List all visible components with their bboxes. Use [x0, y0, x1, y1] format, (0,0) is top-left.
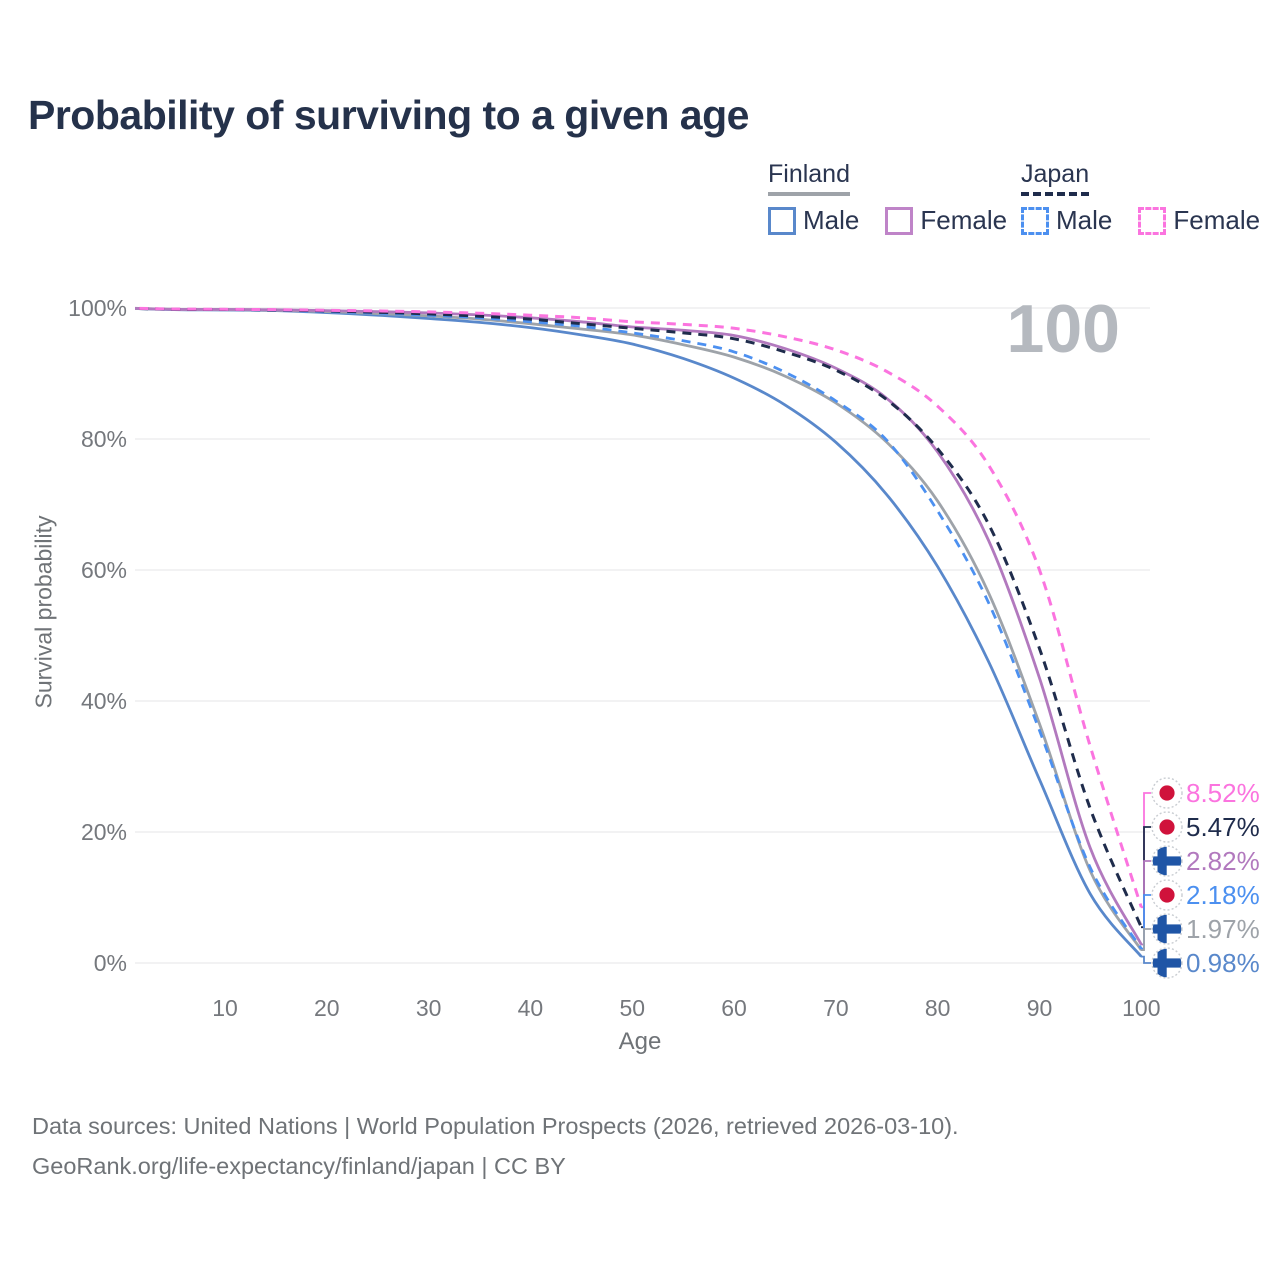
- end-value-label: 2.82%: [1186, 846, 1260, 876]
- legend-row-japan: Male Female: [1021, 205, 1260, 236]
- x-axis-title: Age: [618, 1028, 662, 1055]
- japan-flag-icon: [1151, 811, 1183, 843]
- y-tick-label: 20%: [81, 819, 127, 845]
- x-tick-label: 50: [619, 995, 645, 1021]
- x-tick-label: 90: [1027, 995, 1053, 1021]
- series-line-japan-male: [135, 306, 1143, 950]
- x-tick-label: 10: [212, 995, 238, 1021]
- legend-item-label: Male: [1056, 205, 1113, 235]
- legend-item-label: Female: [1173, 205, 1261, 235]
- series-line-japan-female: [135, 306, 1143, 908]
- legend-item-japan-female[interactable]: Female: [1138, 205, 1260, 236]
- end-labels: 8.52% 5.47% 2.82% 2.18% 1.97% 0.98%: [1151, 777, 1260, 979]
- footer-attribution: GeoRank.org/life-expectancy/finland/japa…: [32, 1153, 566, 1179]
- x-tick-label: 40: [518, 995, 544, 1021]
- legend-group-japan: Japan Male Female: [1021, 160, 1260, 236]
- finland-flag-icon: [1151, 845, 1183, 877]
- end-value-label: 2.18%: [1186, 880, 1260, 910]
- finland-flag-icon: [1151, 947, 1183, 979]
- legend-row-finland: Male Female: [768, 205, 1007, 236]
- footer-data-sources: Data sources: United Nations | World Pop…: [32, 1113, 959, 1139]
- end-connector: [1141, 894, 1151, 950]
- y-tick-label: 0%: [94, 950, 127, 976]
- x-tick-label: 20: [314, 995, 340, 1021]
- end-connector: [1141, 928, 1151, 951]
- finland-male-swatch-icon: [768, 206, 796, 235]
- legend-item-japan-male[interactable]: Male: [1021, 205, 1112, 236]
- end-label-connectors: [1141, 792, 1151, 964]
- x-tick-label: 100: [1122, 995, 1160, 1021]
- legend-group-finland: Finland Male Female: [768, 160, 1007, 236]
- series-line-finland-female: [135, 306, 1143, 946]
- end-connector: [1141, 955, 1151, 964]
- y-tick-label: 100%: [68, 295, 127, 321]
- legend-item-label: Female: [920, 205, 1008, 235]
- x-tick-labels: 10 20 30 40 50 60 70 80 90 100: [212, 995, 1160, 1021]
- end-connector: [1141, 826, 1151, 929]
- series-line-japan-both-sexes: [135, 306, 1143, 928]
- legend-item-label: Male: [803, 205, 860, 235]
- japan-female-swatch-icon: [1138, 206, 1167, 235]
- x-tick-label: 70: [823, 995, 849, 1021]
- series-lines: [135, 306, 1143, 958]
- x-tick-label: 30: [416, 995, 442, 1021]
- gridlines: [135, 307, 1150, 964]
- series-line-finland-both-sexes: [135, 306, 1143, 951]
- finland-flag-icon: [1151, 913, 1183, 945]
- end-connector: [1141, 860, 1151, 946]
- y-tick-label: 60%: [81, 557, 127, 583]
- end-value-label: 8.52%: [1186, 778, 1260, 808]
- y-tick-label: 80%: [81, 426, 127, 452]
- japan-flag-icon: [1151, 879, 1183, 911]
- end-value-label: 1.97%: [1186, 914, 1260, 944]
- end-value-label: 5.47%: [1186, 812, 1260, 842]
- x-tick-label: 80: [925, 995, 951, 1021]
- end-connector: [1141, 792, 1151, 909]
- y-tick-label: 40%: [81, 688, 127, 714]
- finland-female-swatch-icon: [885, 206, 914, 235]
- legend-title-finland[interactable]: Finland: [768, 160, 850, 196]
- y-tick-labels: 0% 20% 40% 60% 80% 100%: [68, 295, 127, 976]
- page-title: Probability of surviving to a given age: [28, 92, 749, 138]
- japan-flag-icon: [1151, 777, 1183, 809]
- x-tick-label: 60: [721, 995, 747, 1021]
- legend-item-finland-male[interactable]: Male: [768, 205, 859, 236]
- end-value-label: 0.98%: [1186, 948, 1260, 978]
- series-line-finland-male: [135, 307, 1143, 958]
- legend-title-japan[interactable]: Japan: [1021, 160, 1090, 196]
- footer: Data sources: United Nations | World Pop…: [32, 1106, 959, 1186]
- legend-item-finland-female[interactable]: Female: [885, 205, 1007, 236]
- japan-male-swatch-icon: [1021, 206, 1049, 235]
